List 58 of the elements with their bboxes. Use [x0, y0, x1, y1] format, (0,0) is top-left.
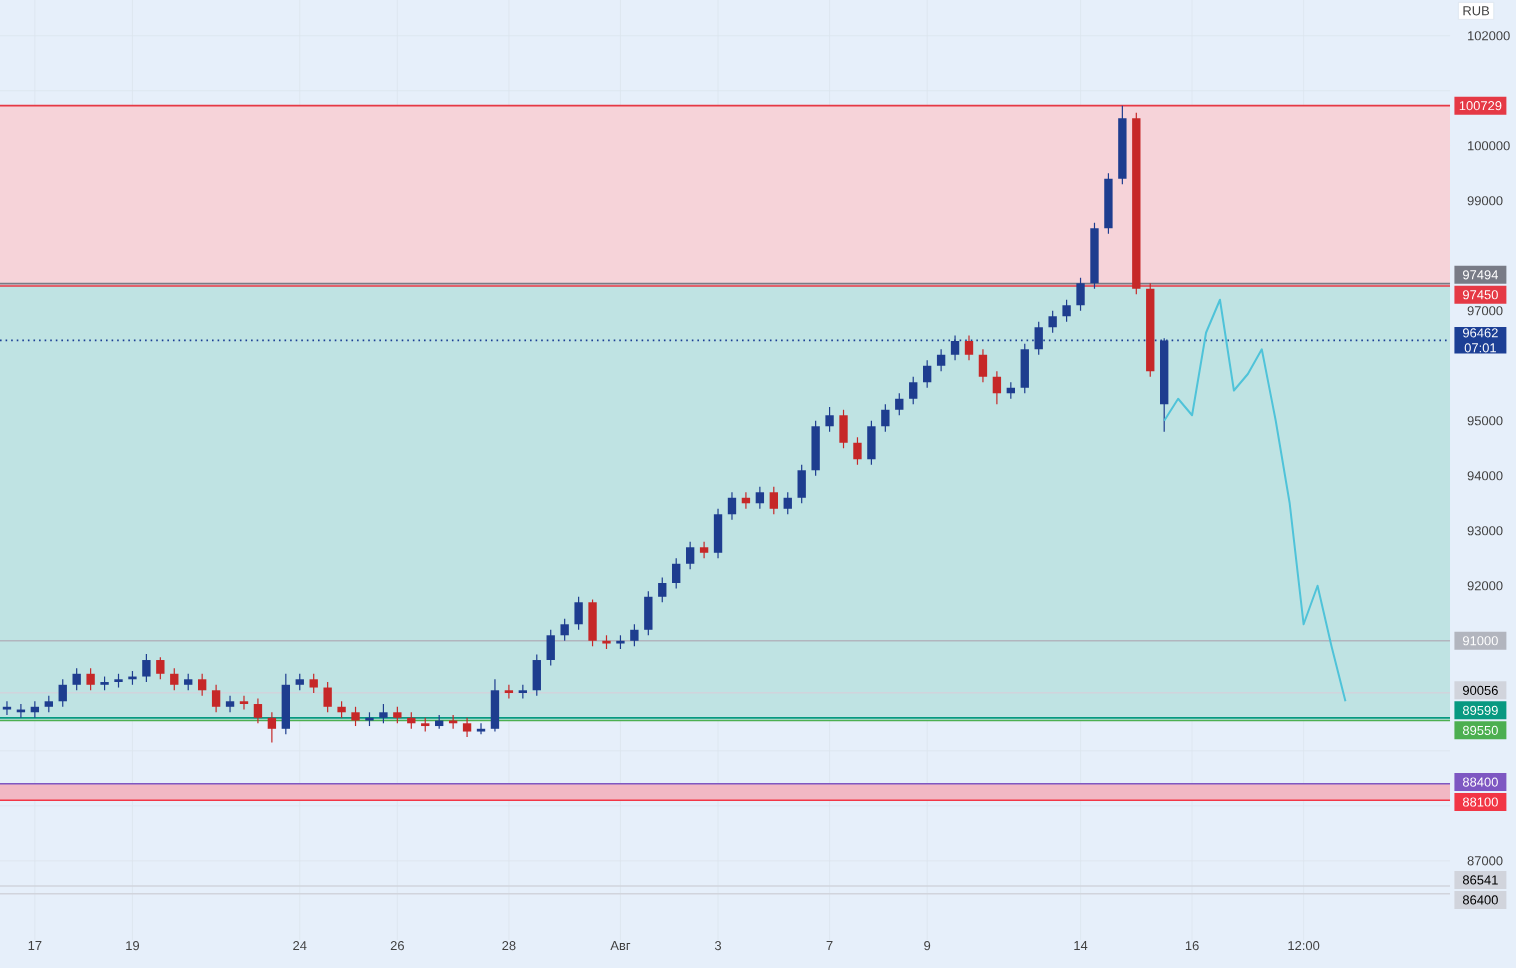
candlestick [853, 436, 862, 466]
candlestick [936, 348, 946, 372]
candlestick [142, 653, 151, 683]
candlestick [672, 557, 681, 590]
candlestick [881, 403, 890, 433]
candlestick [950, 334, 960, 361]
candlestick [476, 722, 486, 735]
candlestick [825, 406, 834, 433]
candlestick [1020, 343, 1029, 394]
candlestick [1062, 299, 1071, 323]
candlestick [2, 700, 12, 716]
candlestick [86, 667, 95, 691]
line-series [1163, 298, 1347, 703]
candlestick [1076, 277, 1085, 312]
candlestick [588, 598, 597, 647]
candlestick [253, 697, 263, 724]
candlestick [1048, 310, 1057, 334]
candlestick [895, 392, 904, 416]
candlestick [797, 464, 806, 504]
candlestick [658, 576, 667, 603]
candlestick [964, 334, 974, 361]
candlestick [156, 656, 165, 680]
candlestick [574, 596, 583, 631]
candlestick [839, 409, 848, 449]
candlestick [769, 486, 778, 515]
candlestick [992, 370, 1002, 405]
candlestick [72, 667, 81, 691]
candlestick [867, 420, 876, 466]
candlestick [239, 695, 249, 711]
candlestick [490, 678, 500, 733]
candlestick [211, 684, 221, 713]
candlestick [504, 684, 514, 700]
candlestick [58, 678, 67, 708]
candlestick [197, 673, 207, 697]
candlestick [323, 681, 332, 713]
candlestick [462, 717, 472, 738]
candlestick [309, 673, 318, 694]
candlestick [560, 618, 569, 642]
candlestick [783, 491, 792, 515]
candlestick [546, 629, 555, 667]
candlestick [713, 508, 723, 559]
candlestick [170, 667, 179, 691]
candlestick [909, 376, 918, 405]
candlestick [532, 653, 541, 697]
candlestick [644, 590, 653, 636]
candlestick [755, 486, 765, 510]
candlestick [630, 623, 639, 647]
candlestick [811, 420, 820, 477]
candlestick [922, 359, 932, 389]
candlestick [685, 541, 695, 570]
candlestick [267, 711, 277, 744]
candlestick [978, 348, 988, 383]
candlestick [699, 541, 709, 559]
candlestick [281, 673, 290, 735]
candlestick [379, 703, 388, 724]
candlestick [225, 695, 235, 713]
candlestick [727, 491, 737, 521]
candlestick [351, 706, 360, 727]
